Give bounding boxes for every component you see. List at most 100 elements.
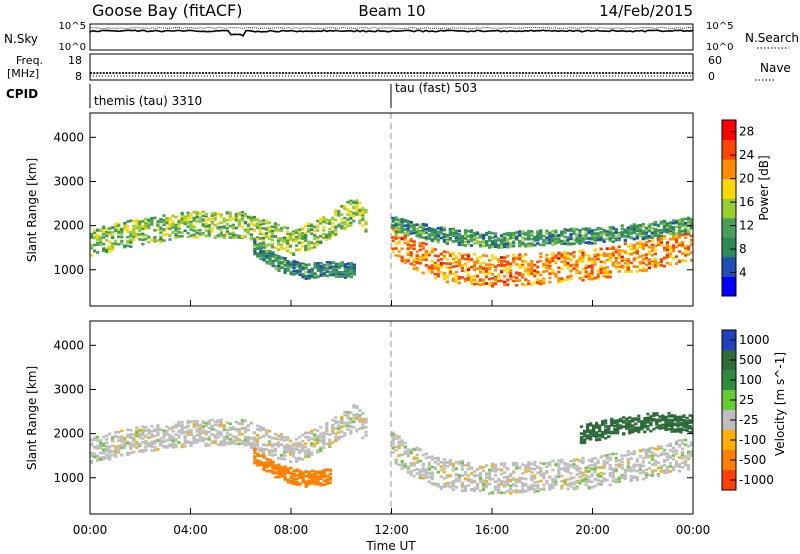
scatter-cell [283, 236, 287, 240]
scatter-cell [334, 209, 338, 212]
scatter-cell [581, 479, 585, 482]
scatter-cell [506, 283, 510, 287]
scatter-cell [391, 223, 395, 227]
scatter-cell [403, 241, 407, 245]
scatter-cell [445, 242, 449, 245]
scatter-cell [632, 257, 636, 261]
scatter-cell [141, 425, 145, 428]
scatter-cell [276, 237, 281, 240]
scatter-cell [677, 236, 682, 239]
scatter-cell [521, 472, 525, 475]
scatter-cell [183, 229, 187, 232]
scatter-cell [138, 432, 142, 435]
scatter-cell [301, 233, 305, 237]
scatter-cell [96, 439, 100, 442]
scatter-cell [243, 436, 247, 439]
scatter-cell [596, 257, 600, 261]
scatter-cell [605, 253, 609, 256]
scatter-cell [533, 461, 537, 464]
scatter-cell [259, 248, 263, 252]
scatter-cell [503, 476, 507, 479]
scatter-cell [237, 236, 241, 239]
scatter-cell [656, 231, 660, 235]
scatter-cell [481, 484, 486, 488]
scatter-cell [578, 242, 582, 245]
scatter-cell [457, 262, 461, 266]
scatter-cell [258, 223, 262, 227]
scatter-cell [216, 420, 220, 424]
scatter-cell [415, 234, 419, 238]
scatter-cell [451, 261, 455, 265]
scatter-cell [433, 261, 437, 265]
scatter-cell [687, 456, 691, 459]
scatter-cell [545, 259, 549, 262]
scatter-cell [478, 265, 483, 269]
scatter-cell [313, 272, 317, 275]
scatter-cell [99, 229, 103, 233]
scatter-cell [195, 424, 199, 428]
scatter-cell [481, 488, 486, 491]
scatter-cell [313, 470, 317, 473]
scatter-cell [430, 238, 434, 241]
scatter-cell [436, 470, 440, 474]
scatter-cell [518, 234, 522, 237]
scatter-cell [328, 261, 332, 264]
scatter-cell [542, 270, 546, 273]
scatter-cell [665, 228, 670, 231]
scatter-cell [180, 420, 184, 424]
scatter-cell [219, 421, 223, 424]
scatter-cell [475, 267, 480, 270]
scatter-cell [478, 283, 483, 287]
scatter-cell [436, 484, 440, 488]
scatter-cell [186, 419, 190, 423]
scatter-cell [141, 232, 145, 236]
scatter-cell [397, 444, 401, 448]
scatter-cell [120, 436, 124, 440]
scatter-cell [391, 250, 395, 253]
scatter-cell [566, 484, 570, 487]
scatter-cell [156, 428, 160, 432]
scatter-cell [533, 263, 537, 267]
scatter-cell [316, 236, 320, 239]
freq-label-line2: [MHz] [7, 67, 39, 80]
scatter-cell [488, 271, 492, 275]
scatter-cell [283, 454, 287, 457]
scatter-cell [279, 237, 284, 240]
scatter-cell [554, 475, 558, 479]
scatter-cell [364, 421, 368, 424]
scatter-cell [626, 232, 630, 236]
scatter-cell [680, 252, 685, 255]
scatter-cell [650, 262, 654, 265]
scatter-cell [90, 232, 94, 236]
scatter-cell [614, 248, 618, 252]
scatter-cell [219, 235, 223, 238]
scatter-cell [677, 439, 682, 442]
scatter-cell [316, 267, 320, 271]
scatter-cell [518, 230, 522, 233]
scatter-cell [596, 277, 600, 280]
scatter-cell [141, 224, 145, 228]
scatter-cell [289, 234, 293, 237]
scatter-cell [593, 232, 597, 235]
scatter-cell [665, 255, 670, 259]
scatter-cell [442, 482, 446, 486]
freq-right-tick-bottom: 0 [708, 70, 715, 83]
scatter-cell [677, 260, 682, 263]
scatter-cell [328, 433, 332, 436]
scatter-cell [478, 267, 483, 270]
scatter-cell [659, 470, 663, 473]
scatter-cell [204, 442, 208, 446]
scatter-cell [141, 431, 145, 435]
scatter-cell [252, 442, 256, 445]
scatter-cell [298, 249, 302, 252]
scatter-cell [90, 438, 94, 442]
scatter-cell [656, 454, 660, 458]
scatter-cell [506, 240, 510, 244]
scatter-cell [394, 437, 398, 440]
scatter-cell [478, 480, 483, 484]
scatter-cell [129, 441, 133, 445]
scatter-cell [340, 430, 344, 433]
scatter-cell [394, 218, 398, 222]
scatter-cell [575, 464, 579, 468]
scatter-cell [289, 264, 293, 268]
